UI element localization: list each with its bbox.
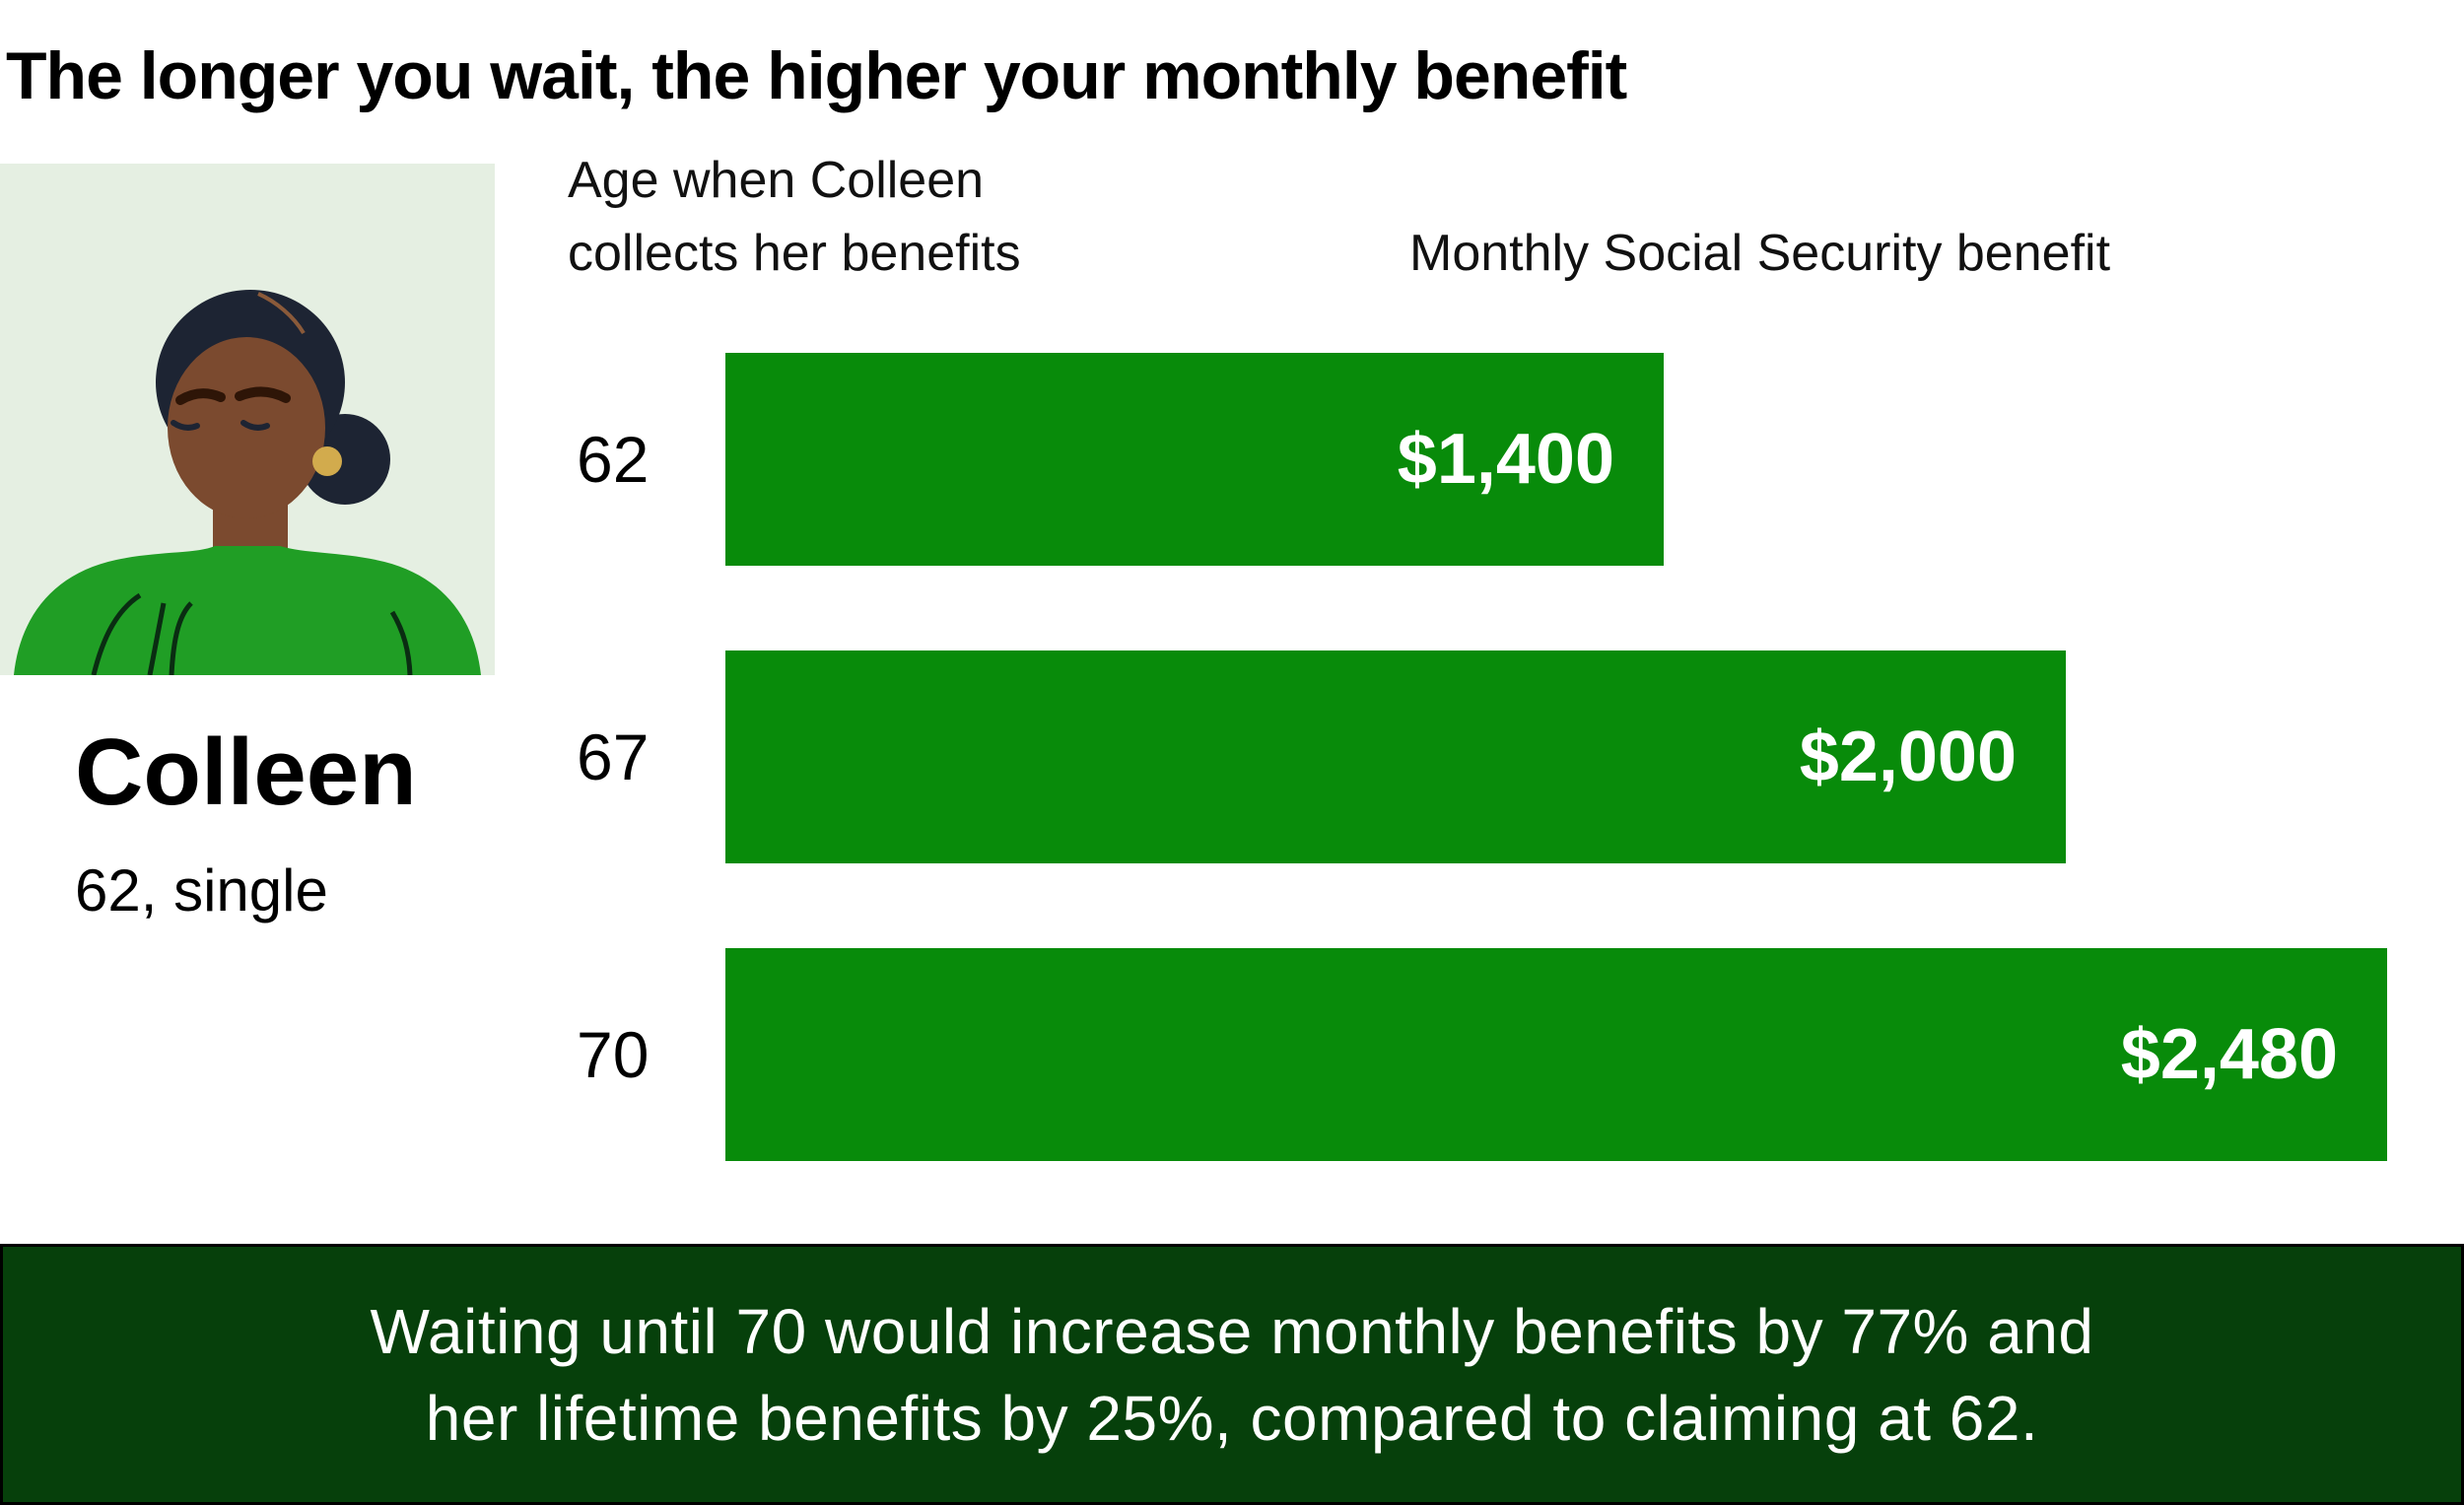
- page-title: The longer you wait, the higher your mon…: [6, 38, 1627, 113]
- chart-row: 70 $2,480: [577, 948, 2387, 1161]
- column-header-benefit: Monthly Social Security benefit: [1409, 225, 2111, 282]
- benefit-bar: $2,480: [725, 948, 2387, 1161]
- age-label: 67: [577, 720, 650, 793]
- footer-text-line1: Waiting until 70 would increase monthly …: [370, 1295, 2094, 1367]
- benefit-value: $2,000: [1799, 718, 2017, 796]
- footer-text-line2: her lifetime benefits by 25%, compared t…: [425, 1382, 2039, 1454]
- benefit-value: $2,480: [2120, 1015, 2338, 1094]
- footer-banner: Waiting until 70 would increase monthly …: [0, 1244, 2464, 1505]
- portrait-card: [0, 164, 495, 675]
- person-name: Colleen: [75, 719, 417, 825]
- benefit-value: $1,400: [1397, 420, 1614, 499]
- column-header-age: Age when Colleen collects her benefits: [568, 152, 1021, 282]
- benefit-bar: $2,000: [725, 650, 2066, 863]
- chart-row: 67 $2,000: [577, 650, 2066, 863]
- person-details: 62, single: [75, 857, 328, 924]
- benefit-bar: $1,400: [725, 353, 1664, 566]
- colleen-illustration-icon: [0, 164, 495, 675]
- age-label: 70: [577, 1018, 650, 1091]
- age-label: 62: [577, 423, 650, 496]
- chart-row: 62 $1,400: [577, 353, 1664, 566]
